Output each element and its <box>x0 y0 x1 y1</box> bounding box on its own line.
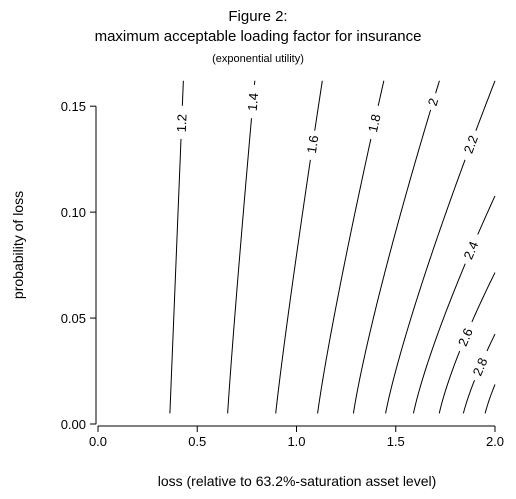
contour-label: 2.2 <box>461 133 481 155</box>
chart-note: (exponential utility) <box>212 53 304 65</box>
contour-label: 1.4 <box>245 92 262 111</box>
contour-label: 2.8 <box>470 356 491 379</box>
contour-labels: 1.2 1.4 1.6 1.8 2 2.2 2.4 2.6 2.8 <box>174 92 491 378</box>
contour-line-2.6 <box>471 272 496 323</box>
x-tick-label: 0.5 <box>188 434 206 449</box>
contour-label: 1.2 <box>174 114 190 133</box>
contour-line-2 <box>352 109 432 414</box>
x-tick-label: 1.0 <box>287 434 305 449</box>
x-tick-label: 2.0 <box>486 434 504 449</box>
y-tick-label: 0.00 <box>61 417 86 432</box>
x-tick-label: 1.5 <box>387 434 405 449</box>
contour-line-1.6 <box>275 159 311 414</box>
contour-line-1.2 <box>169 138 182 414</box>
contour-label: 2.6 <box>455 326 476 348</box>
axes: 0.00 0.05 0.10 0.15 0.0 0.5 1.0 1.5 2.0 <box>61 99 504 449</box>
y-axis-title: probability of loss <box>10 191 26 299</box>
contour-line-2.4 <box>412 263 466 414</box>
contour-label: 2 <box>425 96 441 107</box>
contour-line-1.6 <box>314 80 323 131</box>
contour-line <box>484 384 496 414</box>
contour-line-1.8 <box>317 138 372 414</box>
contour-line-2.2 <box>475 80 496 131</box>
contour-line-2.8 <box>486 333 496 352</box>
chart-subtitle: maximum acceptable loading factor for in… <box>94 28 422 45</box>
contour-line-2.6 <box>438 350 461 414</box>
contour-line-2.2 <box>385 159 466 414</box>
x-tick-label: 0.0 <box>89 434 107 449</box>
contour-label: 2.4 <box>461 239 482 262</box>
contour-line-1.2 <box>181 80 184 106</box>
y-tick-label: 0.15 <box>61 99 86 114</box>
x-axis-title: loss (relative to 63.2%-saturation asset… <box>158 473 437 489</box>
y-tick-label: 0.10 <box>61 205 86 220</box>
contour-line-2.8 <box>462 379 475 414</box>
contour-line-2 <box>435 80 440 94</box>
contour-label: 1.8 <box>365 113 384 134</box>
contour-line-2.4 <box>477 195 496 235</box>
contour-line-1.4 <box>227 118 252 414</box>
contour-lines <box>169 80 496 414</box>
contour-line-1.8 <box>377 80 385 106</box>
contour-label: 1.6 <box>304 134 322 154</box>
y-tick-label: 0.05 <box>61 311 86 326</box>
chart-title: Figure 2: <box>228 8 288 25</box>
